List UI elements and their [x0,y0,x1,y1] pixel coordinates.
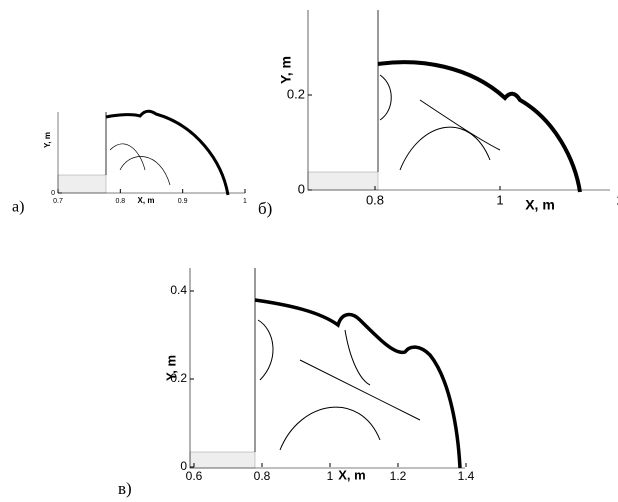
x-tick-label: 0.7 [53,198,63,205]
panel-b-image [307,10,610,193]
x-tick-label: 0.6 [186,469,203,483]
x-tick-label: 0.8 [254,469,271,483]
y-axis-label: Y, m [163,355,178,381]
x-tick-label: 1.2 [616,192,618,207]
x-tick-label: 1.4 [458,469,475,483]
x-axis-label: X, m [338,467,365,482]
panel-label: б) [258,199,272,218]
x-axis-label: X, m [138,196,155,205]
x-axis-label: X, m [525,197,555,213]
y-tick-label: 0.2 [170,371,187,385]
y-axis-label: Y, m [43,132,52,148]
y-tick-label: 0 [298,181,305,196]
panel-label: в) [118,479,132,498]
x-tick-label: 0.9 [178,198,188,205]
x-tick-label: 0.8 [366,192,384,207]
y-tick-label: 0 [180,459,187,473]
x-tick-label: 1 [496,192,503,207]
panel-a-image [57,109,245,196]
x-tick-label: 1 [243,198,247,205]
panel-label: а) [12,199,24,216]
panel-c-image [189,268,465,469]
y-tick-label: 0.4 [170,283,187,297]
y-tick-label: 0.2 [287,86,305,101]
x-tick-label: 0.8 [115,198,125,205]
x-tick-label: 1.2 [390,469,407,483]
y-axis-label: Y, m [278,56,294,84]
x-tick-label: 1 [327,469,334,483]
y-tick-label: 0 [51,190,55,197]
